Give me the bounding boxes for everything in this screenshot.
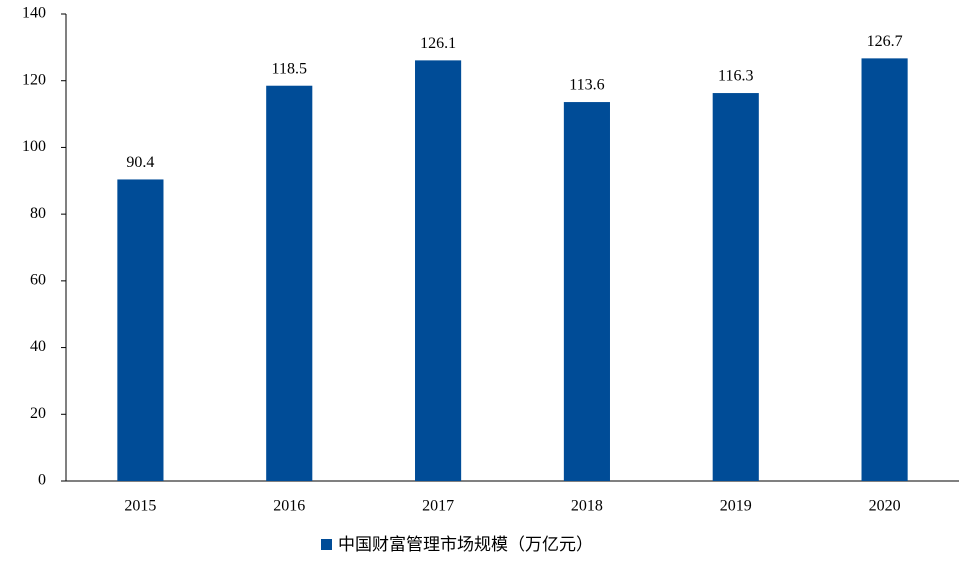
y-tick-label: 60 — [30, 272, 46, 289]
bar — [266, 85, 313, 481]
y-tick-label: 40 — [30, 338, 46, 355]
legend-label: 中国财富管理市场规模（万亿元） — [338, 535, 593, 555]
bar — [117, 179, 164, 482]
bar — [563, 102, 610, 481]
value-label: 90.4 — [126, 154, 154, 171]
x-tick-label: 2020 — [869, 498, 901, 515]
value-label: 118.5 — [272, 60, 307, 77]
y-tick-label: 100 — [22, 138, 46, 155]
value-label: 126.7 — [867, 33, 903, 50]
y-tick-label: 20 — [30, 405, 46, 422]
x-tick-label: 2016 — [273, 498, 305, 515]
y-tick-label: 140 — [22, 5, 46, 22]
x-tick-label: 2019 — [720, 498, 752, 515]
value-label: 113.6 — [569, 77, 604, 94]
x-tick-label: 2018 — [571, 498, 603, 515]
x-tick-label: 2015 — [124, 498, 156, 515]
value-label: 126.1 — [420, 35, 456, 52]
value-label: 116.3 — [718, 68, 753, 85]
legend-swatch — [321, 539, 332, 550]
bar — [712, 93, 759, 481]
y-tick-label: 80 — [30, 205, 46, 222]
x-tick-label: 2017 — [422, 498, 454, 515]
bar — [415, 60, 462, 482]
y-tick-label: 120 — [22, 71, 46, 88]
y-tick-label: 0 — [38, 472, 46, 489]
bar — [861, 58, 908, 482]
